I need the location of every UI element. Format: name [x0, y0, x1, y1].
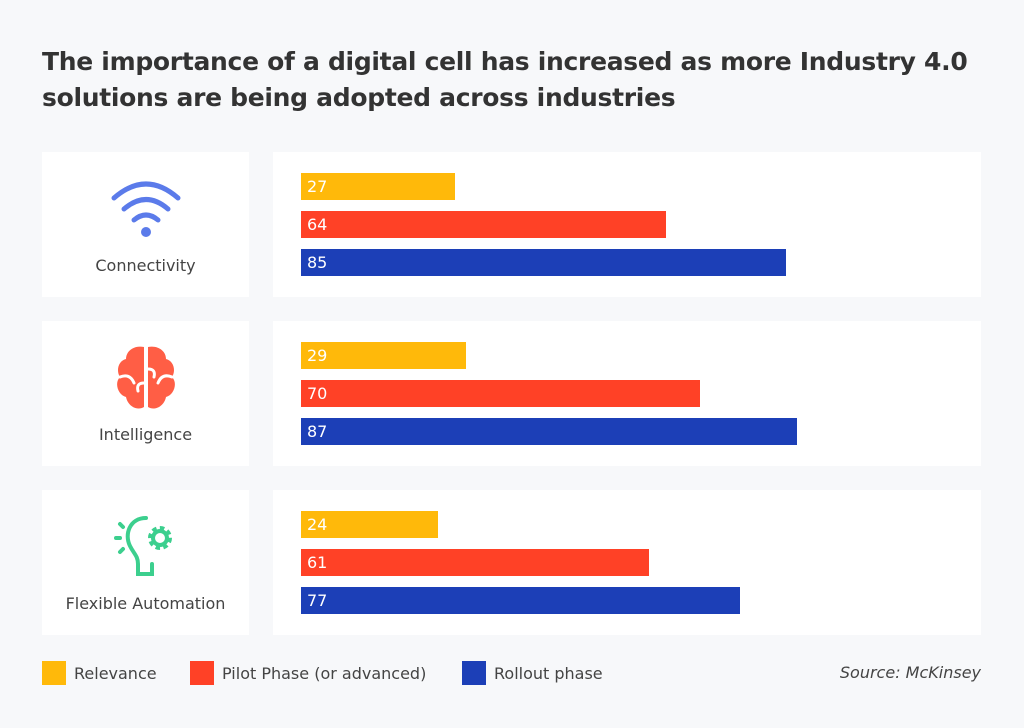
bar-group: 27 64 85 — [273, 152, 981, 297]
legend-label: Pilot Phase (or advanced) — [222, 663, 427, 683]
category-label: Intelligence — [98, 425, 193, 444]
chart-title: The importance of a digital cell has inc… — [42, 47, 968, 112]
legend-swatch — [42, 661, 66, 685]
bar: 27 — [301, 173, 455, 200]
legend-swatch — [462, 661, 486, 685]
data-label: 29 — [307, 346, 328, 365]
category-card: Intelligence — [42, 321, 249, 466]
legend-label: Relevance — [74, 663, 157, 683]
data-label: 64 — [307, 215, 328, 234]
bar-group: 24 61 77 — [273, 490, 981, 635]
bar-group: 29 70 87 — [273, 321, 981, 466]
legend-swatch — [190, 661, 214, 685]
category-card: Connectivity — [42, 152, 249, 297]
data-label: 24 — [307, 515, 328, 534]
legend-item: Pilot Phase (or advanced) — [190, 661, 426, 685]
bar: 64 — [301, 211, 666, 238]
data-label: 70 — [307, 384, 328, 403]
data-label: 77 — [307, 591, 328, 610]
category-label: Flexible Automation — [65, 594, 226, 613]
bar: 70 — [301, 380, 700, 407]
data-label: 61 — [307, 553, 328, 572]
bar: 85 — [301, 249, 786, 276]
legend-label: Rollout phase — [494, 663, 603, 683]
brain-icon — [106, 343, 186, 413]
lightbulb-gear-icon — [106, 512, 186, 582]
bar: 29 — [301, 342, 467, 369]
bar: 24 — [301, 511, 438, 538]
wifi-icon — [106, 174, 186, 244]
data-label: 27 — [307, 177, 328, 196]
category-label: Connectivity — [95, 256, 196, 275]
data-label: 87 — [307, 422, 328, 441]
source-note: Source: McKinsey — [839, 663, 981, 682]
legend-item: Rollout phase — [462, 661, 603, 685]
bar: 87 — [301, 418, 797, 445]
data-label: 85 — [307, 253, 328, 272]
category-card: Flexible Automation — [42, 490, 249, 635]
legend-item: Relevance — [42, 661, 157, 685]
bar: 61 — [301, 549, 649, 576]
bar: 77 — [301, 587, 740, 614]
